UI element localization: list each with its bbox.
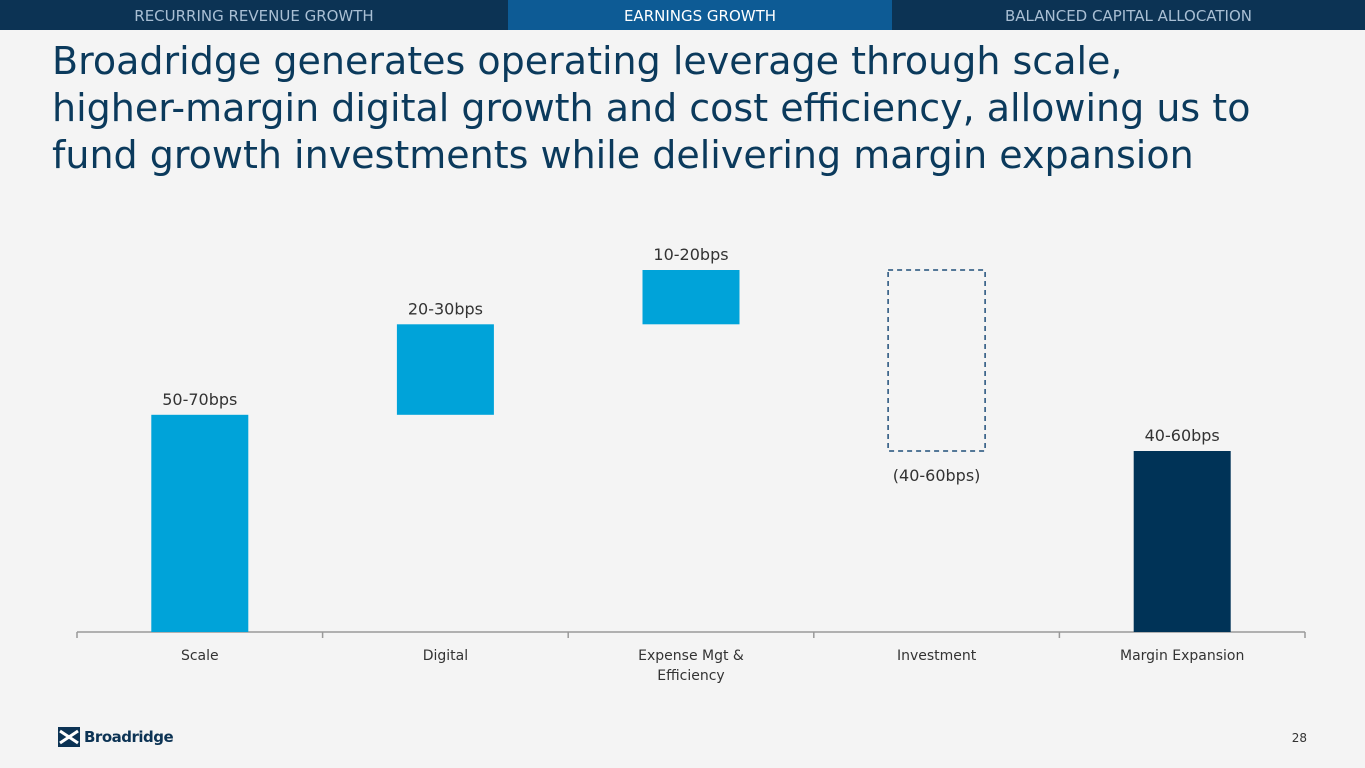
logo: Broadridge <box>58 727 174 747</box>
x-tick-label: Expense Mgt & Efficiency <box>638 648 744 684</box>
bar <box>642 270 740 325</box>
x-tick-label: Investment <box>896 648 977 664</box>
data-label: 50-70bps <box>162 390 237 409</box>
logo-icon <box>58 727 80 747</box>
page-number: 28 <box>1291 731 1307 745</box>
bar <box>151 414 249 632</box>
nav-tab: EARNINGS GROWTH <box>508 0 892 30</box>
bar <box>396 324 494 415</box>
bar <box>887 269 986 452</box>
data-label: 40-60bps <box>1145 426 1220 445</box>
data-label: (40-60bps) <box>893 466 981 485</box>
nav-bar: RECURRING REVENUE GROWTH EARNINGS GROWTH B… <box>0 0 1365 30</box>
chart-title: Broadridge generates operating leverage … <box>52 39 1251 177</box>
bar <box>1133 451 1231 632</box>
x-tick-label: Margin Expansion <box>1120 648 1245 664</box>
x-tick-label: Digital <box>422 648 469 664</box>
x-tick-label: Scale <box>180 648 219 664</box>
data-label: 20-30bps <box>408 299 483 318</box>
logo-text: Broadridge <box>84 728 174 746</box>
data-label: 10-20bps <box>653 245 728 264</box>
nav-tab: RECURRING REVENUE GROWTH <box>134 7 374 25</box>
nav-tab: BALANCED CAPITAL ALLOCATION <box>1004 7 1253 25</box>
